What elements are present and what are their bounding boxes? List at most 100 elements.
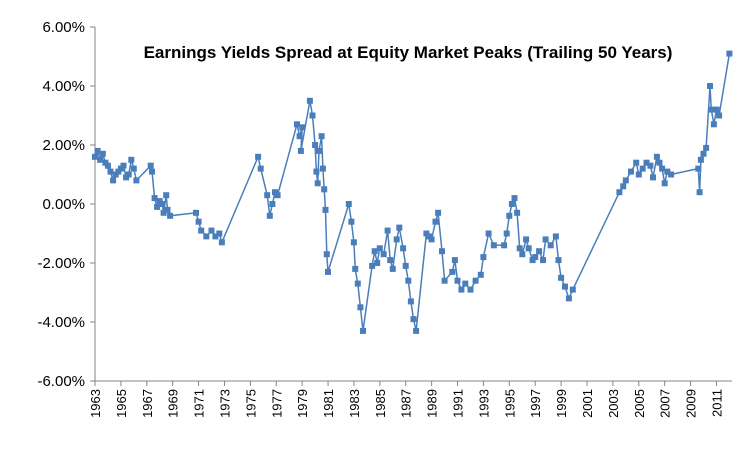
data-point: [449, 268, 456, 275]
data-point: [128, 156, 135, 163]
data-point: [318, 133, 325, 140]
data-point: [314, 180, 321, 187]
x-tick-label: 2003: [606, 389, 621, 418]
y-tick-label: -2.00%: [37, 255, 85, 272]
data-point: [451, 257, 458, 264]
data-point: [216, 230, 223, 237]
data-point: [264, 192, 271, 199]
data-point: [532, 254, 539, 261]
data-point: [154, 203, 161, 210]
data-point: [639, 165, 646, 172]
data-point: [389, 265, 396, 272]
data-point: [159, 201, 166, 207]
data-point: [536, 248, 543, 255]
data-point: [650, 174, 656, 181]
data-point: [208, 227, 215, 234]
data-point: [441, 277, 448, 284]
x-tick-label: 1981: [321, 389, 336, 418]
data-point: [707, 83, 713, 89]
data-point: [620, 183, 627, 190]
data-point: [664, 168, 671, 175]
data-point: [511, 195, 518, 202]
data-point: [360, 327, 366, 334]
data-point: [371, 248, 378, 255]
data-point: [384, 227, 391, 234]
data-point: [458, 286, 465, 293]
data-point: [376, 245, 383, 252]
data-point: [501, 242, 508, 249]
series-line: [94, 53, 731, 332]
data-point: [540, 257, 546, 264]
data-point: [120, 162, 127, 169]
data-point: [485, 230, 492, 237]
data-point: [467, 286, 474, 293]
y-tick-label: -4.00%: [37, 314, 85, 331]
data-point: [562, 283, 568, 290]
data-point: [94, 147, 101, 154]
data-point: [668, 171, 675, 178]
data-point: [354, 280, 361, 287]
data-point: [400, 245, 407, 252]
x-tick-label: 1995: [502, 389, 517, 418]
data-point: [555, 257, 562, 264]
data-point: [439, 248, 445, 255]
data-point: [508, 201, 515, 207]
y-tick-label: 0.00%: [42, 196, 85, 213]
x-tick-label: 2007: [658, 389, 673, 418]
y-tick-label: 6.00%: [42, 19, 85, 36]
y-tick-label: -6.00%: [37, 373, 85, 390]
x-tick-label: 2009: [684, 389, 699, 418]
data-point: [306, 97, 313, 104]
data-point: [622, 177, 629, 184]
x-tick-label: 2001: [580, 389, 595, 418]
data-point: [319, 165, 326, 172]
data-point: [661, 180, 668, 187]
data-point: [387, 257, 394, 264]
data-point: [393, 236, 400, 243]
data-point: [490, 242, 497, 249]
data-point: [514, 209, 521, 216]
data-point: [558, 274, 565, 281]
data-point: [569, 286, 576, 293]
data-point: [313, 168, 320, 175]
data-point: [413, 327, 420, 334]
data-point: [352, 265, 359, 272]
data-point: [477, 271, 484, 278]
x-tick-label: 1979: [295, 389, 310, 418]
data-point: [523, 236, 530, 243]
data-point: [369, 262, 376, 269]
data-point: [266, 212, 273, 219]
data-point: [628, 168, 634, 175]
data-point: [274, 192, 281, 199]
data-point: [316, 147, 322, 154]
data-point: [374, 260, 381, 266]
data-point: [472, 277, 479, 284]
data-point: [195, 218, 202, 225]
data-point: [410, 316, 417, 323]
data-point: [110, 177, 117, 184]
data-point: [357, 304, 364, 311]
data-point: [149, 168, 155, 175]
data-point: [633, 159, 640, 166]
data-point: [294, 121, 300, 128]
x-tick-label: 1975: [243, 389, 258, 418]
data-point: [695, 165, 702, 172]
data-point: [547, 242, 554, 249]
x-tick-label: 1967: [140, 389, 155, 418]
data-point: [506, 212, 513, 219]
data-point: [125, 171, 132, 178]
data-point: [151, 195, 158, 202]
data-point: [659, 165, 666, 172]
data-point: [552, 233, 559, 240]
data-point: [198, 227, 205, 234]
chart-title: Earnings Yields Spread at Equity Market …: [144, 43, 673, 62]
data-point: [321, 186, 328, 193]
data-point: [296, 133, 303, 140]
data-point: [325, 268, 331, 275]
data-point: [164, 206, 171, 213]
data-point: [160, 209, 167, 216]
x-tick-label: 1971: [192, 389, 207, 418]
data-point: [565, 295, 572, 302]
data-point: [435, 209, 442, 216]
